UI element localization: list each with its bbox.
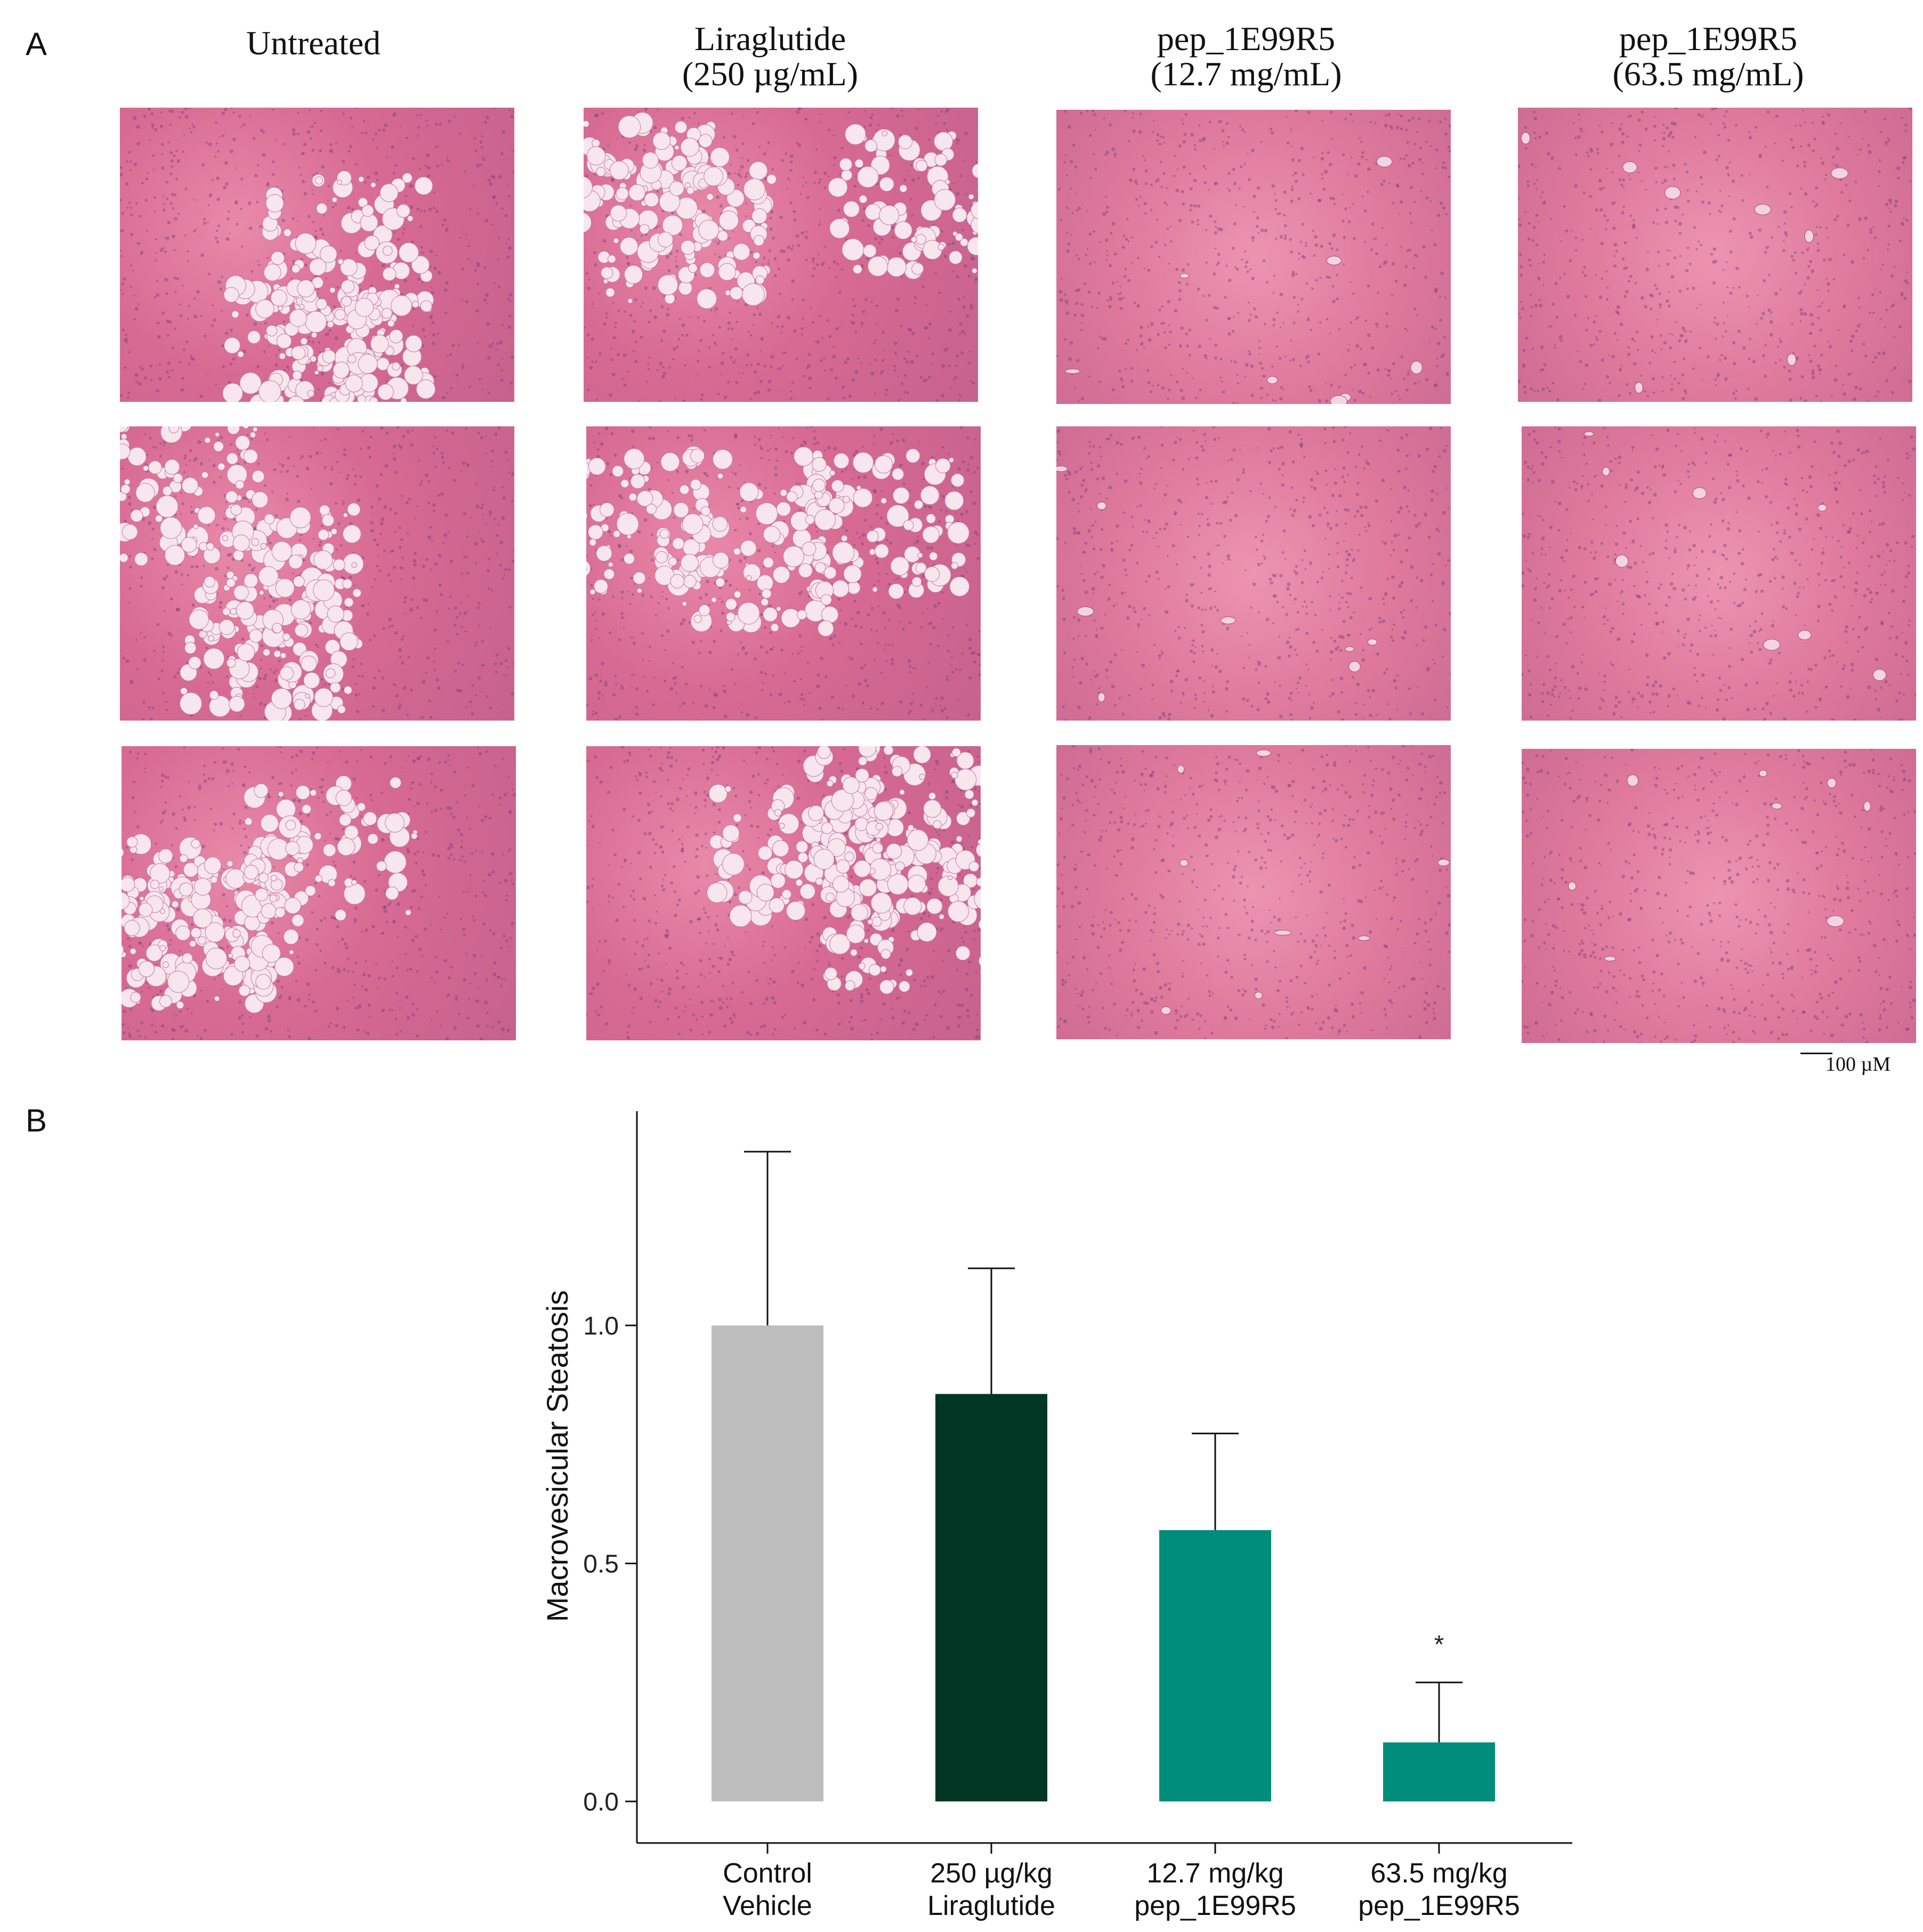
category-label-line1: 250 µg/kg (930, 1858, 1052, 1889)
column-title-liraglutide: Liraglutide (250 µg/mL) (573, 21, 967, 92)
bar (1159, 1530, 1271, 1801)
micrograph-liraglutide-3 (586, 746, 981, 1040)
category-label-line1: Control (723, 1858, 812, 1889)
micrograph-pep-high-3 (1522, 749, 1916, 1043)
column-title-line2: (250 µg/mL) (682, 55, 859, 93)
bar (1383, 1742, 1495, 1801)
micrograph-untreated-1 (120, 108, 514, 402)
micrograph-untreated-3 (122, 746, 516, 1040)
column-title-line1: Untreated (246, 24, 381, 62)
column-title-line2: (12.7 mg/mL) (1150, 55, 1342, 93)
scale-bar-label: 100 µM (1825, 1053, 1891, 1076)
column-title-untreated: Untreated (116, 26, 511, 61)
micrograph-liraglutide-2 (586, 426, 981, 721)
micrograph-untreated-2 (120, 426, 514, 721)
micrograph-pep-low-3 (1056, 745, 1451, 1039)
category-label-line2: Vehicle (723, 1890, 812, 1921)
micrograph-pep-low-1 (1056, 110, 1451, 404)
column-title-line1: Liraglutide (694, 20, 846, 58)
significance-marker: * (1434, 1631, 1444, 1659)
column-title-line2: (63.5 mg/mL) (1612, 55, 1804, 93)
micrograph-liraglutide-1 (584, 108, 978, 402)
category-label-line1: 63.5 mg/kg (1370, 1858, 1507, 1889)
micrograph-pep-high-1 (1518, 108, 1912, 402)
y-tick-label: 0.5 (583, 1550, 619, 1578)
column-title-line1: pep_1E99R5 (1619, 20, 1798, 58)
micrograph-pep-high-2 (1522, 426, 1916, 721)
y-tick-label: 1.0 (583, 1312, 619, 1340)
category-label-line2: Liraglutide (927, 1890, 1055, 1921)
bar (935, 1394, 1047, 1801)
y-axis-label: Macrovesicular Steatosis (540, 1290, 574, 1622)
panel-b-letter: B (26, 1103, 47, 1138)
y-tick-label: 0.0 (583, 1788, 619, 1816)
scale-bar (1800, 1053, 1832, 1054)
micrograph-pep-low-2 (1056, 426, 1451, 721)
category-label-line1: 12.7 mg/kg (1146, 1858, 1283, 1889)
bar (712, 1325, 823, 1801)
panel-a-letter: A (26, 26, 47, 62)
column-title-pep-high: pep_1E99R5 (63.5 mg/mL) (1511, 21, 1905, 92)
category-label-line2: pep_1E99R5 (1358, 1890, 1520, 1921)
column-title-line1: pep_1E99R5 (1157, 20, 1336, 58)
category-label-line2: pep_1E99R5 (1134, 1890, 1296, 1921)
column-title-pep-low: pep_1E99R5 (12.7 mg/mL) (1049, 21, 1443, 92)
